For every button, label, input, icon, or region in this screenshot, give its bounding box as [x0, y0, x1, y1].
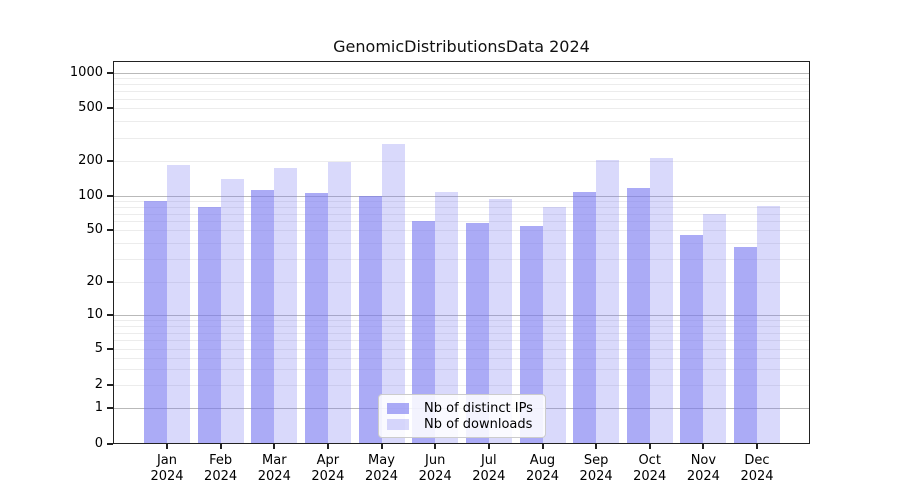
x-tick-mark	[487, 444, 490, 449]
x-tick-label: Oct 2024	[610, 453, 690, 485]
x-tick-label: Feb 2024	[181, 453, 261, 485]
x-tick-label: Jun 2024	[395, 453, 475, 485]
x-tick-label-year: 2024	[633, 469, 667, 484]
x-tick-label-month: Aug	[529, 453, 556, 468]
x-tick-mark	[648, 444, 651, 449]
x-tick-label-month: Feb	[209, 453, 233, 468]
x-tick-label-month: Jul	[480, 453, 497, 468]
x-tick-label: Apr 2024	[288, 453, 368, 485]
x-tick-label: Aug 2024	[503, 453, 583, 485]
x-tick-label-month: Sep	[583, 453, 609, 468]
x-tick-label: Nov 2024	[663, 453, 743, 485]
x-tick-label-year: 2024	[311, 469, 345, 484]
x-tick-mark	[380, 444, 383, 449]
y-tick-label: 200	[78, 153, 103, 168]
y-tick-label: 5	[94, 341, 103, 356]
y-tick-label: 20	[86, 274, 103, 289]
x-tick-label-month: Oct	[638, 453, 661, 468]
x-tick-label-month: Apr	[316, 453, 340, 468]
x-tick-label: Dec 2024	[717, 453, 797, 485]
x-tick-mark	[273, 444, 276, 449]
x-tick-mark	[702, 444, 705, 449]
x-tick-label-year: 2024	[686, 469, 720, 484]
x-tick-mark	[166, 444, 168, 449]
legend-item-downloads: Nb of downloads	[387, 416, 537, 432]
x-tick-label-year: 2024	[364, 469, 399, 484]
y-tick-label: 0	[94, 436, 103, 451]
y-tick-label: 2	[94, 377, 103, 392]
x-tick-mark	[219, 444, 222, 449]
y-tick-label: 100	[78, 188, 103, 203]
x-tick-label-year: 2024	[257, 469, 291, 484]
x-tick-label-month: Dec	[744, 453, 770, 468]
x-tick-label: Jul 2024	[449, 453, 529, 485]
x-tick-mark	[541, 444, 544, 449]
y-tick-label: 10	[86, 307, 103, 322]
x-tick-label-year: 2024	[204, 469, 238, 484]
x-tick-label-year: 2024	[150, 469, 184, 484]
x-tick-label-month: Jun	[425, 453, 446, 468]
x-tick-label-month: Nov	[690, 453, 717, 468]
chart-title: GenomicDistributionsData 2024	[333, 37, 590, 56]
y-tick-label: 1	[94, 400, 103, 415]
x-tick-mark	[756, 444, 758, 449]
x-tick-label-year: 2024	[740, 469, 774, 484]
x-tick-label-month: Mar	[262, 453, 287, 468]
legend-label-distinct-ips: Nb of distinct IPs	[424, 400, 533, 416]
x-tick-label-month: May	[368, 453, 395, 468]
legend-swatch-distinct-ips-icon	[387, 402, 409, 414]
y-tick-label: 1000	[69, 65, 103, 80]
x-tick-label-year: 2024	[418, 469, 452, 484]
x-tick-mark	[595, 444, 598, 449]
x-tick-label-year: 2024	[579, 469, 613, 484]
legend: Nb of distinct IPs Nb of downloads	[378, 394, 546, 438]
plot-area-border	[113, 61, 810, 444]
x-tick-label: Mar 2024	[234, 453, 314, 485]
x-tick-label: Jan 2024	[127, 453, 207, 485]
x-tick-label: Sep 2024	[556, 453, 636, 485]
x-tick-label-year: 2024	[472, 469, 506, 484]
legend-swatch-downloads-icon	[387, 418, 409, 430]
x-tick-mark	[434, 444, 437, 449]
y-tick-label: 50	[86, 222, 103, 237]
x-tick-mark	[326, 444, 329, 449]
x-tick-label-year: 2024	[525, 469, 560, 484]
legend-label-downloads: Nb of downloads	[424, 416, 533, 432]
legend-item-distinct-ips: Nb of distinct IPs	[387, 400, 537, 416]
x-tick-label-month: Jan	[156, 453, 178, 468]
x-tick-label: May 2024	[342, 453, 422, 485]
y-tick-label: 500	[78, 100, 103, 115]
